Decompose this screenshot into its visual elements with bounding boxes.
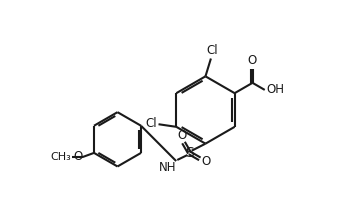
Text: O: O xyxy=(177,129,186,142)
Text: NH: NH xyxy=(159,161,176,174)
Text: Cl: Cl xyxy=(206,44,218,57)
Text: S: S xyxy=(185,146,194,160)
Text: O: O xyxy=(247,54,257,67)
Text: O: O xyxy=(73,150,82,163)
Text: OH: OH xyxy=(266,83,284,96)
Text: CH₃: CH₃ xyxy=(51,152,71,162)
Text: O: O xyxy=(201,154,210,168)
Text: Cl: Cl xyxy=(146,117,157,130)
